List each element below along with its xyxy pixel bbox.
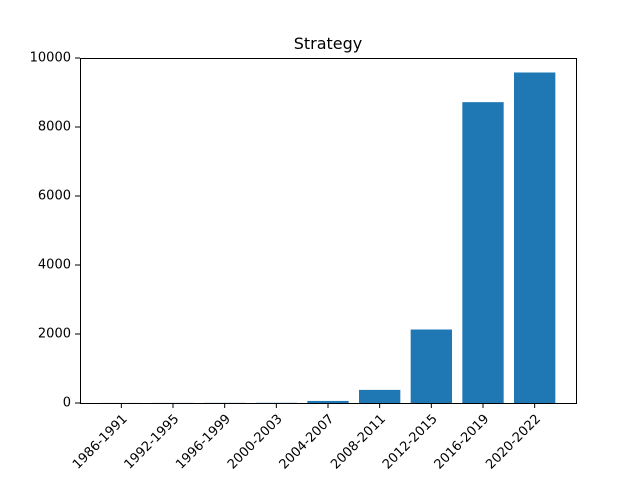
bar-2012-2015 bbox=[410, 329, 452, 403]
bar-2004-2007 bbox=[307, 400, 349, 403]
y-tick-label: 8000 bbox=[38, 120, 71, 135]
y-tick-label: 2000 bbox=[38, 327, 71, 342]
x-tick-label: 1986-1991 bbox=[70, 412, 131, 473]
y-tick-label: 10000 bbox=[30, 51, 71, 66]
x-tick-label: 2012-2015 bbox=[380, 412, 441, 473]
x-tick-label: 2016-2019 bbox=[432, 412, 493, 473]
y-tick-label: 6000 bbox=[38, 189, 71, 204]
x-tick-label: 2008-2011 bbox=[328, 412, 389, 473]
x-tick-label: 1996-1999 bbox=[173, 412, 234, 473]
bar-2020-2022 bbox=[514, 72, 556, 404]
y-tick-label: 0 bbox=[63, 396, 71, 411]
bar-2016-2019 bbox=[462, 102, 504, 403]
y-axis: 0 2000 4000 6000 8000 10000 bbox=[30, 51, 80, 411]
plot-frame bbox=[80, 58, 577, 404]
chart-title: Strategy bbox=[294, 34, 363, 53]
x-axis: 1986-19911992-19951996-19992000-20032004… bbox=[70, 403, 544, 472]
y-tick-label: 4000 bbox=[38, 258, 71, 273]
bar-2008-2011 bbox=[359, 389, 401, 403]
x-tick-label: 2000-2003 bbox=[225, 412, 286, 473]
bars-group bbox=[100, 72, 556, 404]
x-tick-label: 1992-1995 bbox=[122, 412, 183, 473]
x-tick-label: 2020-2022 bbox=[483, 412, 544, 473]
x-tick-label: 2004-2007 bbox=[277, 412, 338, 473]
